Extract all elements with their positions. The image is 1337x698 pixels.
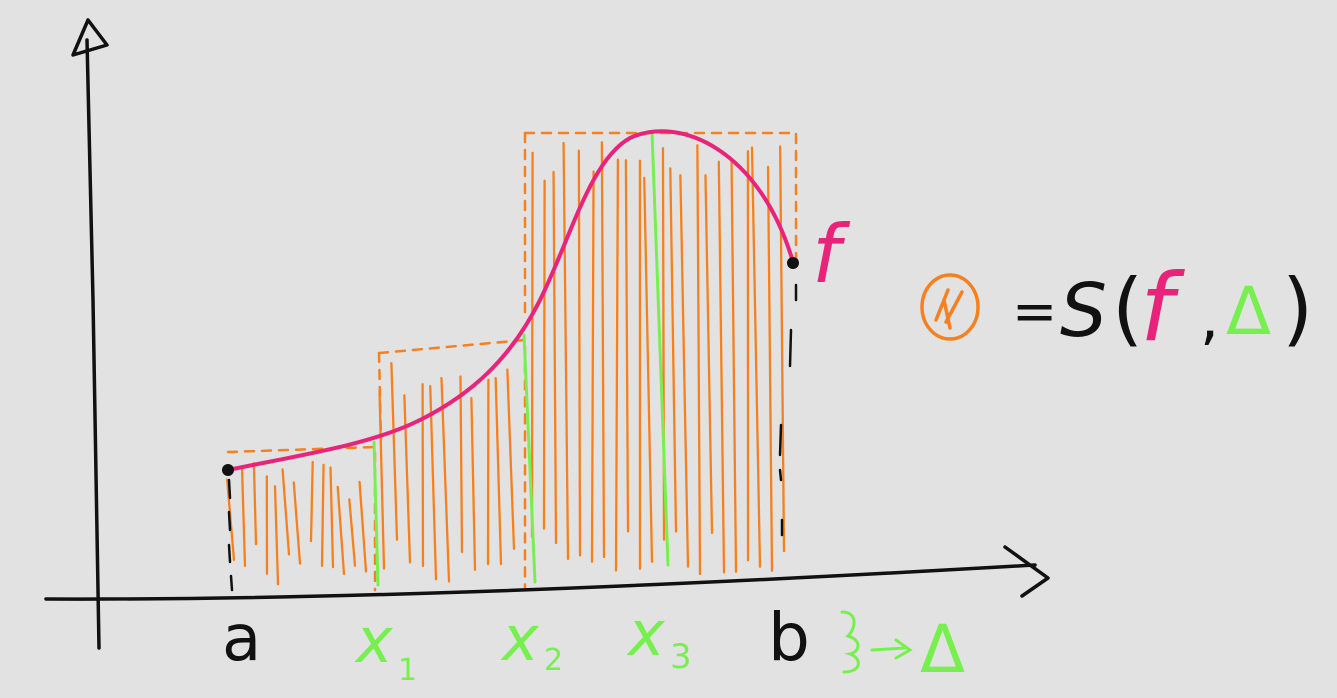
partition-line-x2 <box>522 333 537 584</box>
label-x2-main: x <box>500 602 540 675</box>
label-x2-sub: 2 <box>544 643 563 678</box>
partition-lines <box>372 130 670 587</box>
label-x3-main: x <box>626 597 666 670</box>
partition-symbol-delta: Δ <box>920 611 965 688</box>
label-x1-sub: 1 <box>398 653 417 688</box>
hatch-stroke <box>329 466 335 569</box>
formula-open-paren: ( <box>1112 262 1143 355</box>
hatch-stroke <box>542 179 546 530</box>
upper-sum-hatching <box>226 141 786 586</box>
hatch-stroke <box>696 144 702 576</box>
hatch-stroke <box>470 397 477 571</box>
x-axis-arrowhead <box>1003 545 1050 598</box>
hatch-stroke <box>292 481 302 565</box>
upper-sum-formula: = S ( f , Δ ) <box>920 254 1313 363</box>
label-x2: x 2 <box>500 602 563 678</box>
hatch-stroke <box>624 159 630 533</box>
rect-1-outline <box>226 445 377 592</box>
x-axis <box>44 563 1037 601</box>
label-x1-main: x <box>354 604 394 677</box>
hatch-stroke <box>600 141 606 559</box>
label-x3: x 3 <box>626 597 692 677</box>
hatch-stroke <box>320 463 325 567</box>
hatch-stroke <box>429 384 438 581</box>
axes <box>44 18 1050 650</box>
hatch-stroke <box>643 176 654 563</box>
hatch-stroke <box>577 149 582 557</box>
endpoint-b-dot <box>787 257 799 269</box>
partition-line-x3 <box>650 130 670 567</box>
circled-region-icon <box>920 273 980 341</box>
formula-partition: Δ <box>1226 273 1271 350</box>
formula-equals: = <box>1012 280 1057 343</box>
y-axis <box>85 38 101 650</box>
hatch-stroke <box>590 170 595 563</box>
hatch-stroke <box>459 375 464 554</box>
hatch-stroke <box>730 160 738 573</box>
hatch-stroke <box>403 394 412 564</box>
formula-function: f <box>1140 254 1185 363</box>
hatch-stroke <box>766 165 774 572</box>
function-curve <box>226 129 795 472</box>
dash-b <box>778 283 798 537</box>
hatch-stroke <box>717 160 726 574</box>
hatch-stroke <box>309 460 314 543</box>
brace-icon <box>840 610 860 674</box>
hatch-stroke <box>614 158 620 572</box>
formula-comma: , <box>1200 283 1219 353</box>
arrow-icon <box>870 638 913 660</box>
rect-3-outline <box>523 131 798 264</box>
label-x1: x 1 <box>354 604 417 688</box>
formula-close-paren: ) <box>1282 262 1313 355</box>
hatch-stroke <box>440 376 451 583</box>
dash-a <box>227 478 234 592</box>
hatch-stroke <box>378 389 386 570</box>
hatch-stroke <box>348 498 357 567</box>
hatch-stroke <box>679 174 690 568</box>
hatch-stroke <box>240 468 247 567</box>
endpoint-dashes <box>227 283 798 592</box>
rect-2-outline <box>377 338 527 590</box>
hatch-stroke <box>281 468 291 556</box>
hatch-stroke <box>562 141 570 560</box>
hatch-stroke <box>252 461 258 546</box>
hatch-stroke <box>704 174 714 534</box>
hatch-stroke <box>750 146 762 568</box>
hatch-stroke <box>552 170 558 545</box>
hatch-stroke <box>358 480 368 573</box>
hatch-stroke <box>530 151 534 538</box>
hatch-stroke <box>273 485 280 586</box>
hatch-stroke <box>669 167 678 533</box>
function-label: f <box>812 208 851 301</box>
formula-operator: S <box>1060 268 1107 354</box>
label-a: a <box>222 602 261 676</box>
y-axis-arrowhead <box>71 18 109 57</box>
hatch-stroke <box>390 362 399 541</box>
hatch-stroke <box>494 376 503 566</box>
hatch-stroke <box>778 145 786 553</box>
hatch-stroke <box>506 368 516 550</box>
label-b: b <box>768 599 810 676</box>
hatch-stroke <box>336 485 346 576</box>
partition-annotation: Δ <box>840 610 965 688</box>
partition-line-x1 <box>372 440 380 587</box>
endpoint-a-dot <box>222 464 234 476</box>
label-x3-sub: 3 <box>670 637 692 677</box>
